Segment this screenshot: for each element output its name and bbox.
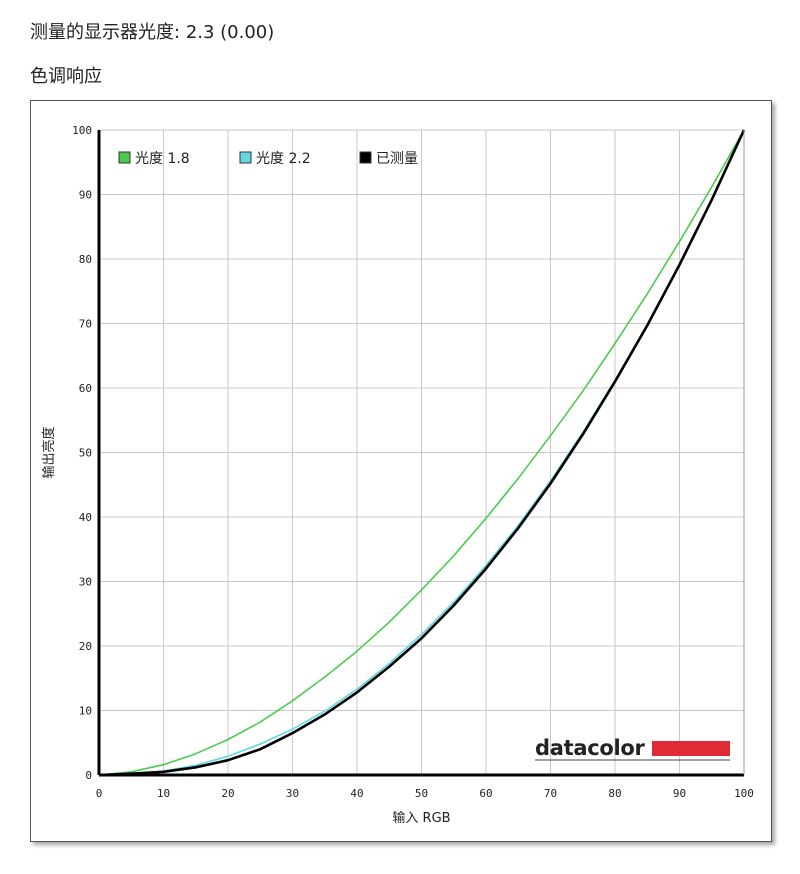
legend-label: 已测量: [376, 151, 418, 167]
x-tick-label: 80: [608, 787, 621, 800]
x-tick-label: 0: [96, 787, 103, 800]
x-tick-label: 70: [544, 787, 557, 800]
y-tick-label: 30: [79, 576, 92, 589]
series-lines: [98, 129, 746, 777]
series-line-1: [98, 129, 745, 776]
legend-label: 光度 1.8: [135, 151, 190, 167]
x-tick-label: 90: [673, 787, 686, 800]
x-tick-label: 30: [286, 787, 299, 800]
y-tick-label: 40: [79, 511, 92, 524]
series-line-3: [98, 129, 746, 777]
logo-red-bar: [652, 741, 730, 756]
logo-text: datacolor: [535, 736, 646, 760]
x-tick-labels: 0 10 20 30 40 50 60 70 80 90 100: [96, 787, 754, 800]
y-tick-labels: 0 10 20 30 40 50 60 70 80 90 100: [72, 124, 92, 782]
tone-response-chart: 0 10 20 30 40 50 60 70 80 90 100 0 10 20 30 40 50 60 70 80…: [41, 124, 754, 826]
legend-swatch: [239, 151, 252, 164]
x-tick-label: 50: [415, 787, 428, 800]
x-tick-label: 20: [221, 787, 234, 800]
x-tick-label: 40: [350, 787, 363, 800]
legend-item: 已测量: [359, 151, 418, 167]
legend-swatch: [359, 151, 372, 164]
y-tick-label: 10: [79, 705, 92, 718]
gamma-label: 测量的显示器光度:: [30, 22, 181, 43]
y-tick-label: 50: [79, 447, 92, 460]
y-axis-label: 输出亮度: [41, 426, 57, 478]
axes: [97, 130, 745, 777]
y-tick-label: 90: [79, 189, 92, 202]
legend-swatch: [118, 151, 131, 164]
y-tick-label: 0: [85, 769, 92, 782]
y-tick-label: 20: [79, 640, 92, 653]
x-tick-label: 100: [734, 787, 754, 800]
legend-item: 光度 1.8: [118, 151, 190, 167]
legend-label: 光度 2.2: [256, 151, 311, 167]
y-tick-label: 100: [72, 124, 92, 137]
section-title: 色调响应: [30, 66, 102, 87]
legend: 光度 1.8 光度 2.2 已测量: [118, 151, 418, 167]
chart-panel: 0 10 20 30 40 50 60 70 80 90 100 0 10 20 30 40 50 60 70 80…: [30, 100, 772, 842]
legend-item: 光度 2.2: [239, 151, 311, 167]
grid-lines: [98, 129, 745, 776]
x-tick-label: 60: [479, 787, 492, 800]
y-tick-label: 60: [79, 382, 92, 395]
x-axis-label: 输入 RGB: [392, 810, 450, 826]
gamma-readout: 测量的显示器光度: 2.3 (0.00): [30, 18, 274, 44]
y-tick-label: 70: [79, 318, 92, 331]
gamma-value: 2.3 (0.00): [185, 22, 275, 43]
datacolor-logo: datacolor: [535, 736, 730, 761]
x-tick-label: 10: [157, 787, 170, 800]
y-tick-label: 80: [79, 253, 92, 266]
